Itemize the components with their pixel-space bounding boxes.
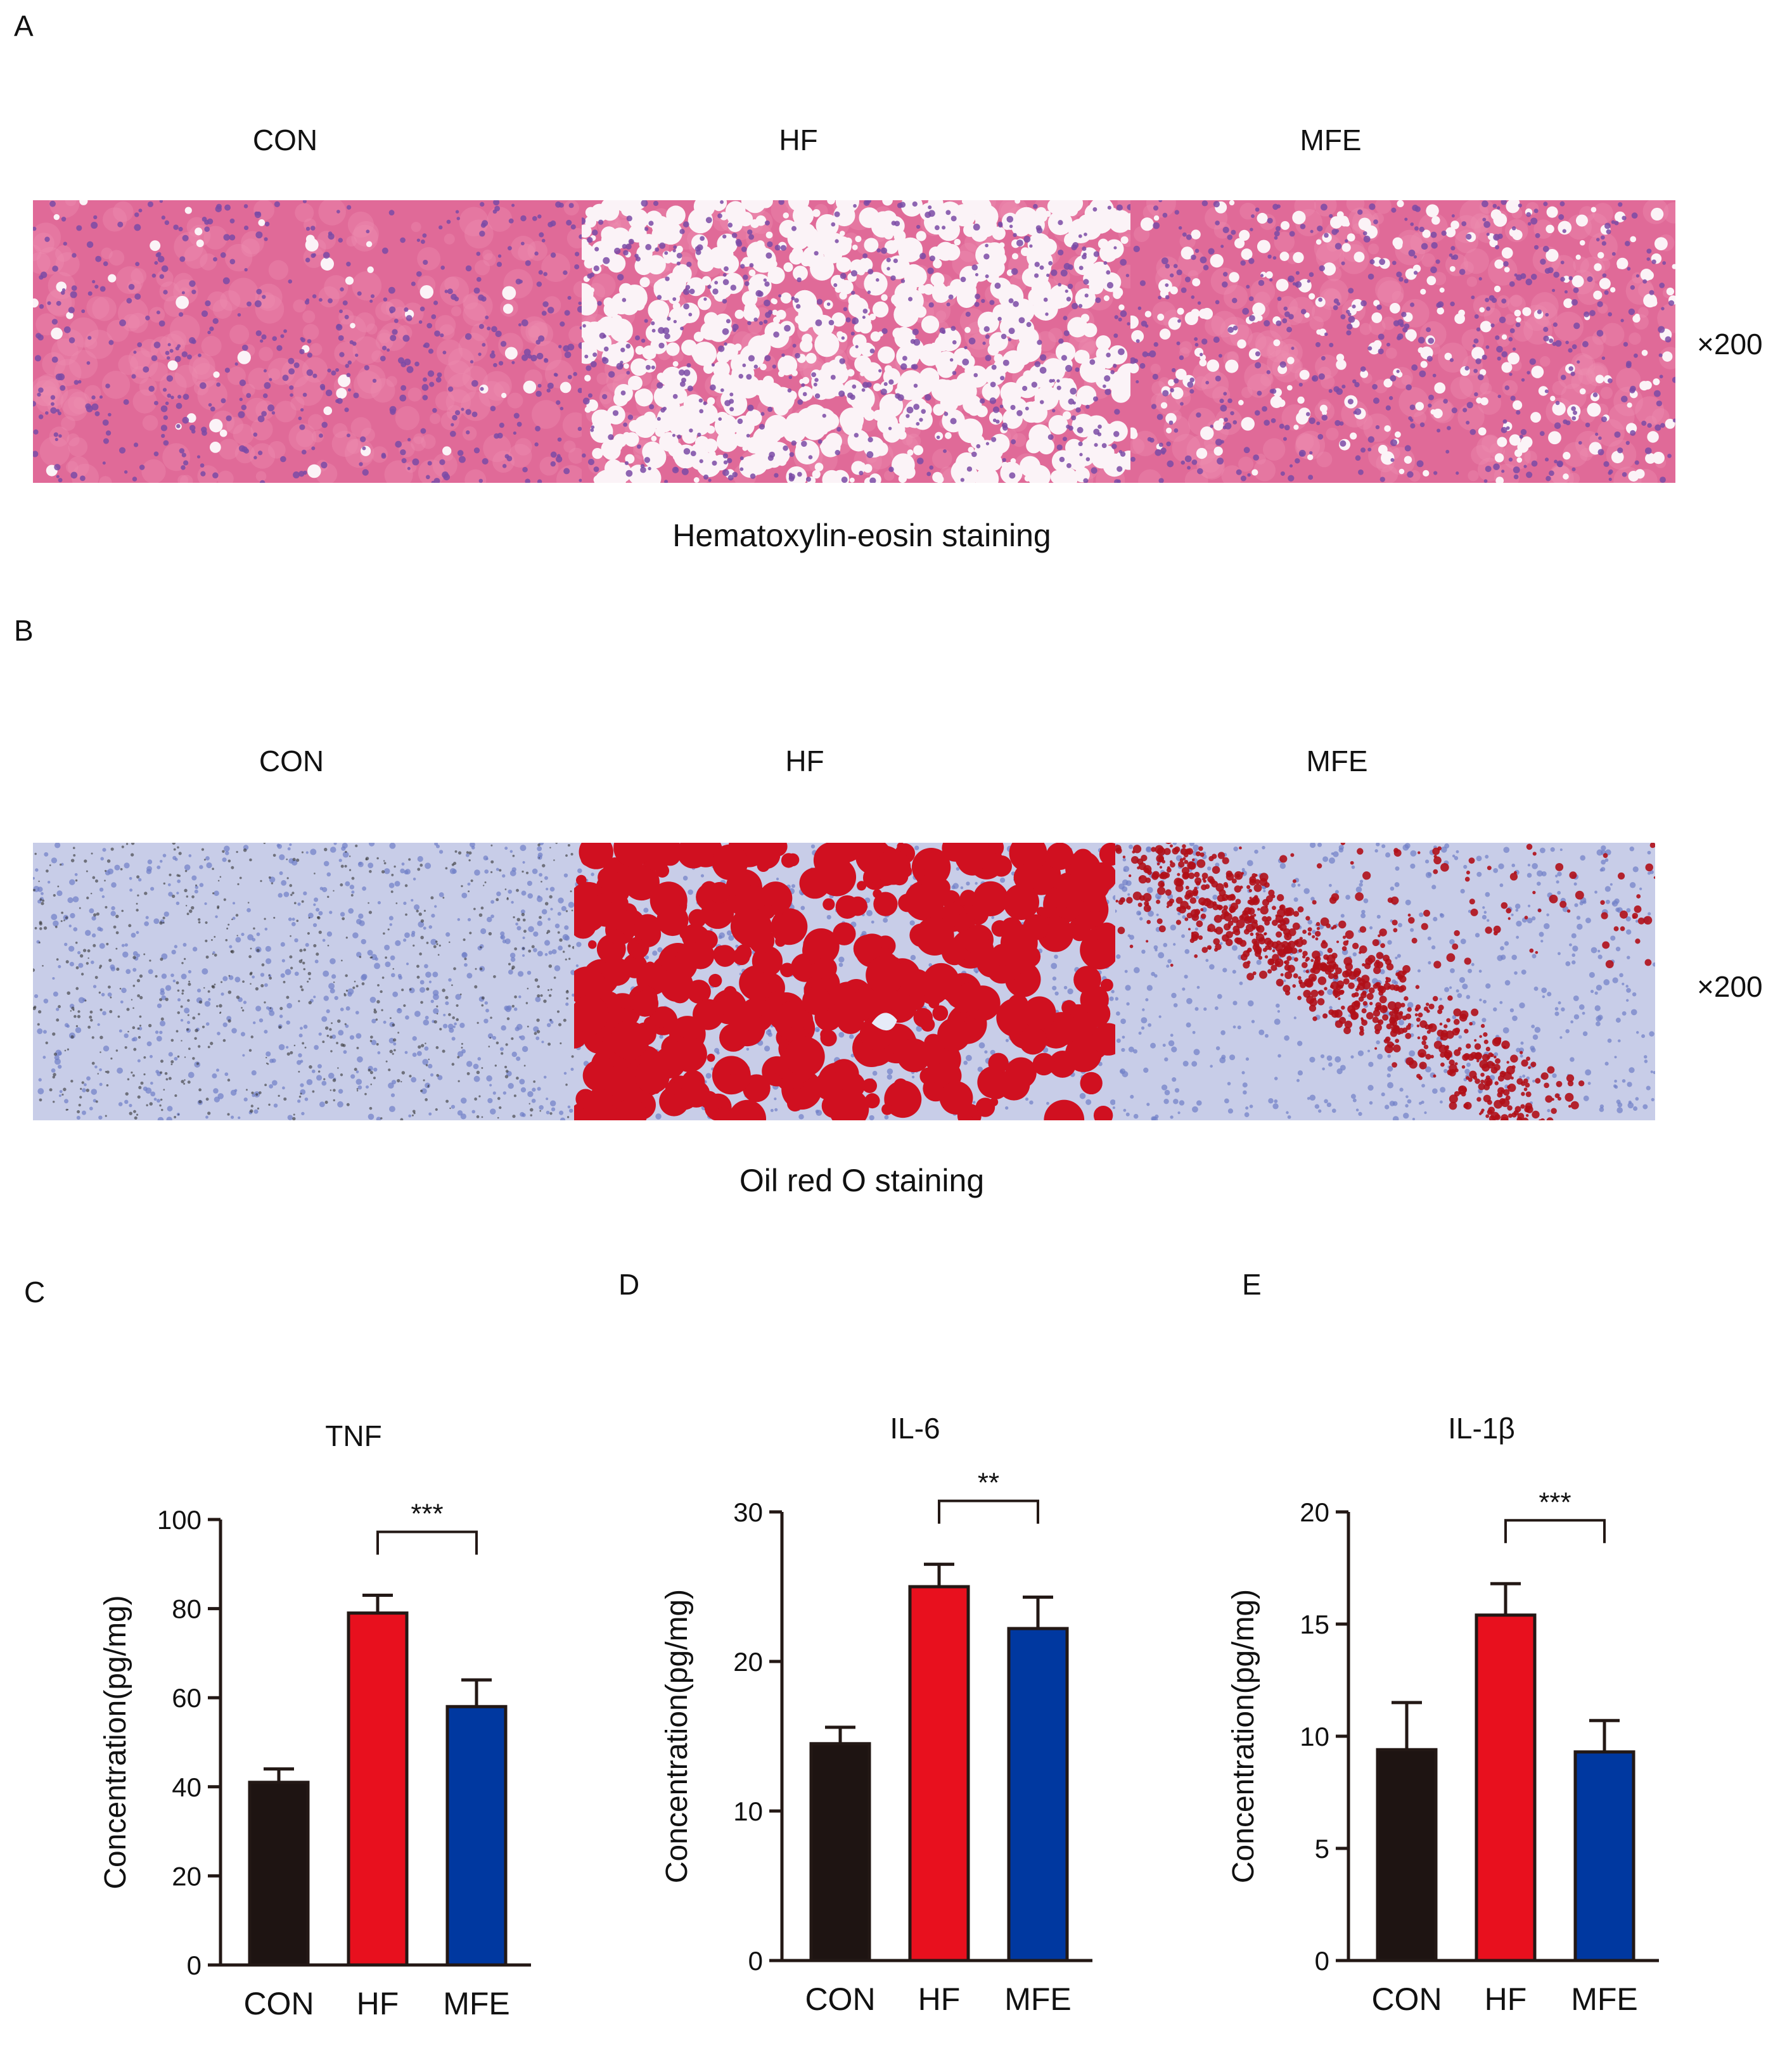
chart-title-il1b: IL-1β xyxy=(1448,1412,1515,1445)
bar-mfe xyxy=(1573,1750,1635,1962)
y-tick-label: 40 xyxy=(172,1772,202,1802)
oro-group-label-con: CON xyxy=(259,745,324,778)
bar-mfe xyxy=(445,1705,508,1967)
x-tick-label-con: CON xyxy=(1371,1981,1442,2017)
y-tick-label: 5 xyxy=(1315,1834,1329,1864)
panel-letter-d: D xyxy=(618,1268,640,1301)
y-tick-label: 60 xyxy=(172,1683,202,1713)
bar-hf xyxy=(1475,1613,1537,1962)
y-tick-label: 0 xyxy=(1315,1946,1329,1976)
significance-bracket xyxy=(1504,1519,1606,1544)
bar-hf xyxy=(347,1611,409,1967)
he-group-label-con: CON xyxy=(252,124,318,157)
panel-letter-b: B xyxy=(14,614,34,647)
chart-il1b: IL-1β Concentration(pg/mg) 0 5 10 15 20 CON HF MF… xyxy=(1179,1394,1749,2067)
y-tick-label: 80 xyxy=(172,1594,202,1624)
oro-micrograph-con xyxy=(33,843,574,1120)
x-tick-label-con: CON xyxy=(243,1986,314,2021)
y-tick-label: 0 xyxy=(187,1950,202,1980)
chart-tnf: TNF Concentration(pg/mg) 0 20 40 60 80 100 CON HF… xyxy=(0,1394,570,2067)
oro-micrograph-hf xyxy=(574,843,1115,1120)
oro-caption: Oil red O staining xyxy=(739,1163,985,1198)
significance-bracket xyxy=(376,1530,478,1555)
x-tick-label-con: CON xyxy=(805,1981,875,2017)
he-group-label-hf: HF xyxy=(779,124,818,157)
he-micrograph-mfe xyxy=(1130,200,1675,483)
x-tick-label-hf: HF xyxy=(1485,1981,1527,2017)
significance-label: *** xyxy=(411,1499,443,1530)
y-axis-label: Concentration(pg/mg) xyxy=(1227,1589,1260,1883)
y-axis-label: Concentration(pg/mg) xyxy=(660,1589,694,1883)
bar-con xyxy=(809,1742,871,1962)
y-tick-label: 10 xyxy=(1300,1722,1329,1751)
significance-label: *** xyxy=(1539,1487,1571,1518)
y-tick-label: 20 xyxy=(733,1647,763,1677)
x-tick-label-mfe: MFE xyxy=(1571,1981,1638,2017)
he-magnification: ×200 xyxy=(1697,328,1763,361)
y-tick-label: 10 xyxy=(733,1796,763,1826)
y-tick-label: 20 xyxy=(1300,1497,1329,1527)
oro-group-label-mfe: MFE xyxy=(1306,745,1368,778)
x-tick-label-mfe: MFE xyxy=(1004,1981,1072,2017)
oro-micrograph-mfe xyxy=(1115,843,1655,1120)
y-tick-label: 0 xyxy=(748,1946,763,1976)
he-micrograph-con xyxy=(33,200,582,483)
panel-letter-a: A xyxy=(14,10,34,42)
x-tick-label-mfe: MFE xyxy=(443,1986,510,2021)
he-group-label-mfe: MFE xyxy=(1300,124,1362,157)
y-tick-label: 20 xyxy=(172,1861,202,1891)
bar-mfe xyxy=(1007,1627,1069,1962)
bar-con xyxy=(248,1781,310,1967)
oro-group-label-hf: HF xyxy=(785,745,824,778)
significance-bracket xyxy=(938,1499,1039,1524)
panel-letter-c: C xyxy=(24,1276,46,1309)
he-caption: Hematoxylin-eosin staining xyxy=(672,518,1051,553)
panel-letter-e: E xyxy=(1242,1268,1262,1301)
chart-title-tnf: TNF xyxy=(325,1419,381,1452)
x-tick-label-hf: HF xyxy=(918,1981,961,2017)
x-tick-label-hf: HF xyxy=(357,1986,399,2021)
bar-hf xyxy=(908,1585,970,1962)
y-tick-label: 15 xyxy=(1300,1609,1329,1639)
y-axis-label: Concentration(pg/mg) xyxy=(99,1595,132,1889)
oro-magnification: ×200 xyxy=(1697,970,1763,1003)
significance-label: ** xyxy=(978,1468,999,1499)
y-tick-label: 100 xyxy=(157,1505,202,1535)
y-tick-label: 30 xyxy=(733,1497,763,1527)
chart-il6: IL-6 Concentration(pg/mg) 0 10 20 30 CON HF MFE *… xyxy=(596,1394,1166,2067)
bar-con xyxy=(1376,1748,1438,1962)
he-micrograph-hf xyxy=(582,200,1130,483)
chart-title-il6: IL-6 xyxy=(890,1412,940,1445)
